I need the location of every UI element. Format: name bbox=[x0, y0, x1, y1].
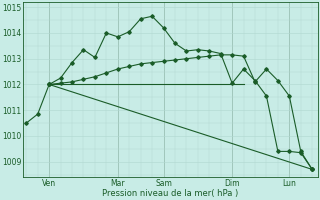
X-axis label: Pression niveau de la mer( hPa ): Pression niveau de la mer( hPa ) bbox=[102, 189, 238, 198]
